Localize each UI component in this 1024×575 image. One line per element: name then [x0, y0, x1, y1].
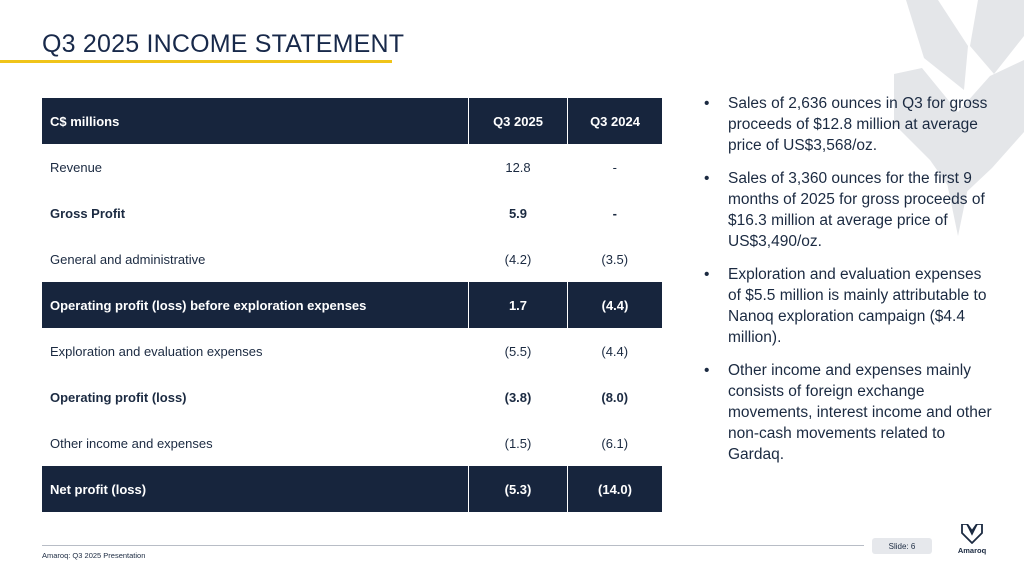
table-header-row: C$ millions Q3 2025 Q3 2024	[42, 98, 662, 144]
column-header-label: C$ millions	[42, 98, 469, 144]
cell-q3-2024: (6.1)	[601, 435, 629, 451]
cell-q3-2025: 5.9	[508, 205, 528, 221]
column-header-q3-2024: Q3 2024	[567, 98, 662, 144]
cell-q3-2025: 12.8	[505, 159, 531, 175]
cell-q3-2025: (3.8)	[504, 389, 532, 405]
row-label: Gross Profit	[50, 205, 126, 221]
bullet-dot-icon: •	[704, 95, 710, 112]
cell-q3-2024: -	[612, 205, 617, 221]
cell-q3-2025: (4.2)	[504, 251, 532, 267]
table-row-net-profit: Net profit (loss) (5.3) (14.0)	[42, 466, 662, 512]
brand-name: Amaroq	[957, 546, 987, 555]
table-row-other-income-expenses: Other income and expenses (1.5) (6.1)	[42, 420, 662, 466]
cell-q3-2024: (8.0)	[601, 389, 629, 405]
brand-logo: Amaroq	[952, 524, 992, 555]
cell-q3-2024: (4.4)	[567, 282, 662, 328]
column-header-q3-2025: Q3 2025	[468, 98, 568, 144]
bullet-dot-icon: •	[704, 266, 710, 283]
bullet-item: • Other income and expenses mainly consi…	[704, 360, 994, 465]
bullet-item: • Exploration and evaluation expenses of…	[704, 264, 994, 348]
bullet-text: Other income and expenses mainly consist…	[728, 362, 992, 463]
row-label: Exploration and evaluation expenses	[50, 343, 263, 359]
cell-q3-2024: (14.0)	[567, 466, 662, 512]
table-row-operating-profit: Operating profit (loss) (3.8) (8.0)	[42, 374, 662, 420]
bullet-dot-icon: •	[704, 362, 710, 379]
bullet-text: Exploration and evaluation expenses of $…	[728, 266, 987, 346]
table-row-operating-profit-before-exploration: Operating profit (loss) before explorati…	[42, 282, 662, 328]
cell-q3-2025: (5.3)	[468, 466, 568, 512]
row-label: Net profit (loss)	[42, 466, 469, 512]
commentary-bullet-list: • Sales of 2,636 ounces in Q3 for gross …	[704, 93, 994, 477]
amaroq-logo-icon	[961, 524, 983, 544]
cell-q3-2024: (3.5)	[601, 251, 629, 267]
bullet-text: Sales of 3,360 ounces for the first 9 mo…	[728, 170, 985, 250]
table-row-gross-profit: Gross Profit 5.9 -	[42, 190, 662, 236]
row-label: Other income and expenses	[50, 435, 213, 451]
cell-q3-2024: -	[612, 159, 617, 175]
title-underline	[0, 60, 392, 63]
cell-q3-2025: (1.5)	[504, 435, 532, 451]
bullet-item: • Sales of 3,360 ounces for the first 9 …	[704, 168, 994, 252]
table-row-revenue: Revenue 12.8 -	[42, 144, 662, 190]
slide-title: Q3 2025 INCOME STATEMENT	[42, 30, 405, 58]
footer-divider	[42, 545, 864, 546]
cell-q3-2024: (4.4)	[601, 343, 629, 359]
row-label: Operating profit (loss)	[50, 389, 187, 405]
cell-q3-2025: (5.5)	[504, 343, 532, 359]
table-row-exploration-evaluation: Exploration and evaluation expenses (5.5…	[42, 328, 662, 374]
row-label: Operating profit (loss) before explorati…	[42, 282, 469, 328]
brand-watermark-icon	[894, 0, 1024, 236]
bullet-item: • Sales of 2,636 ounces in Q3 for gross …	[704, 93, 994, 156]
row-label: General and administrative	[50, 251, 206, 267]
bullet-text: Sales of 2,636 ounces in Q3 for gross pr…	[728, 95, 988, 154]
income-statement-table: C$ millions Q3 2025 Q3 2024 Revenue 12.8…	[42, 98, 662, 512]
cell-q3-2025: 1.7	[468, 282, 568, 328]
table-row-general-administrative: General and administrative (4.2) (3.5)	[42, 236, 662, 282]
footer-presentation-name: Amaroq: Q3 2025 Presentation	[42, 551, 146, 560]
bullet-dot-icon: •	[704, 170, 710, 187]
slide-number-badge: Slide: 6	[872, 538, 932, 554]
row-label: Revenue	[50, 159, 103, 175]
